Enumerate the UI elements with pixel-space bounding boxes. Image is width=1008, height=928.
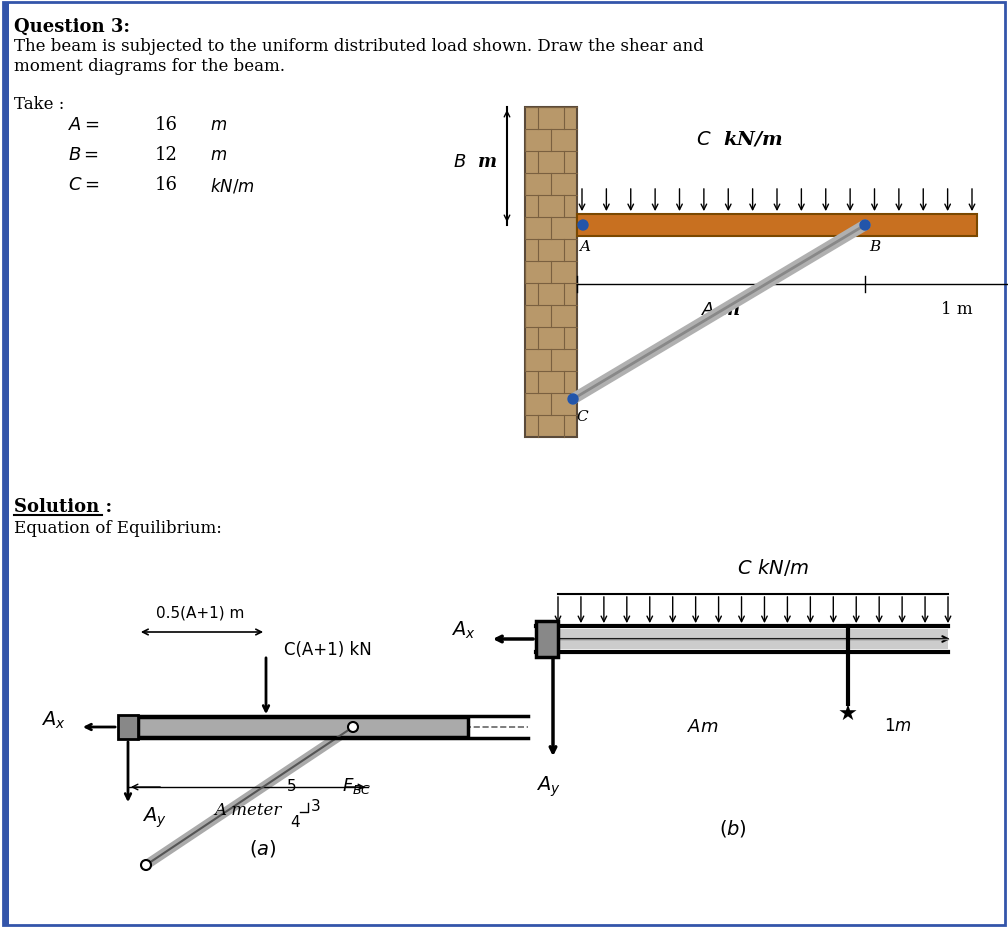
Text: Solution :: Solution : — [14, 497, 112, 515]
Bar — [525, 108, 577, 437]
Text: The beam is subjected to the uniform distributed load shown. Draw the shear and: The beam is subjected to the uniform dis… — [14, 38, 704, 55]
Text: $A_x$: $A_x$ — [452, 619, 476, 640]
Text: $A$ m: $A$ m — [702, 301, 741, 318]
Bar — [138, 717, 468, 737]
Text: $A_y$: $A_y$ — [142, 805, 166, 830]
Text: 12: 12 — [155, 146, 177, 164]
Circle shape — [578, 221, 588, 231]
Text: $1m$: $1m$ — [884, 717, 912, 734]
Text: Take :: Take : — [14, 96, 65, 113]
Text: $B =$: $B =$ — [68, 146, 99, 164]
Text: $A m$: $A m$ — [687, 717, 719, 735]
Text: Question 3:: Question 3: — [14, 18, 130, 36]
Text: 4: 4 — [290, 815, 300, 830]
Text: $A =$: $A =$ — [68, 116, 100, 134]
Circle shape — [141, 860, 151, 870]
Text: 5: 5 — [286, 779, 296, 793]
Text: A meter: A meter — [215, 801, 281, 818]
Text: $A_y$: $A_y$ — [535, 774, 560, 799]
Text: C: C — [576, 409, 588, 423]
Bar — [118, 715, 138, 740]
Text: 1 m: 1 m — [941, 301, 973, 317]
Text: $m$: $m$ — [210, 146, 227, 164]
Text: $C$  kN/m: $C$ kN/m — [697, 129, 783, 148]
Text: A: A — [579, 239, 590, 253]
Circle shape — [568, 394, 578, 405]
Text: Equation of Equilibrium:: Equation of Equilibrium: — [14, 520, 222, 536]
Text: 16: 16 — [155, 175, 178, 194]
Text: $C$ $kN/m$: $C$ $kN/m$ — [737, 557, 809, 577]
Text: $B$  m: $B$ m — [453, 153, 497, 171]
Text: $m$: $m$ — [210, 116, 227, 134]
Text: 16: 16 — [155, 116, 178, 134]
Text: B: B — [869, 239, 880, 253]
Text: $F_{BC}$: $F_{BC}$ — [342, 775, 372, 795]
Text: moment diagrams for the beam.: moment diagrams for the beam. — [14, 58, 285, 75]
Text: $A_x$: $A_x$ — [41, 709, 66, 729]
Text: $(b)$: $(b)$ — [719, 818, 747, 838]
Bar — [536, 622, 558, 657]
Bar — [558, 629, 948, 650]
Text: $C =$: $C =$ — [68, 175, 99, 194]
Text: $(a)$: $(a)$ — [249, 837, 277, 858]
Bar — [577, 214, 977, 237]
Circle shape — [860, 221, 870, 231]
Text: 0.5(A+1) m: 0.5(A+1) m — [156, 604, 244, 619]
Text: ★: ★ — [838, 704, 858, 724]
Circle shape — [348, 722, 358, 732]
Text: $kN/m$: $kN/m$ — [210, 175, 255, 195]
Text: C(A+1) kN: C(A+1) kN — [284, 640, 372, 658]
Text: 3: 3 — [310, 799, 321, 814]
Bar — [3, 3, 9, 925]
